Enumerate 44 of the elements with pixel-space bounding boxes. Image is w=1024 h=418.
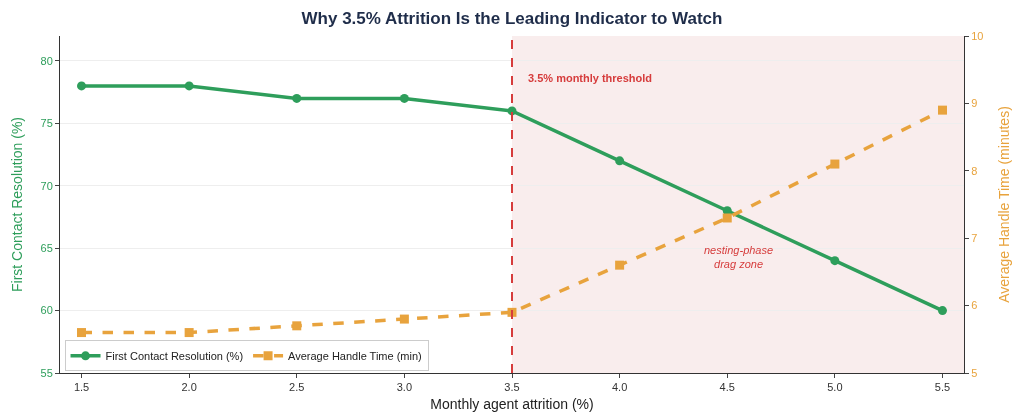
point (937, 105, 947, 115)
y-tick-label: 75 (40, 117, 53, 130)
y-tick-label: 80 (40, 54, 53, 67)
point (399, 314, 409, 324)
point (77, 328, 87, 338)
x-axis-title: Monthly agent attrition (%) (430, 395, 594, 412)
band-label: nesting-phase drag zone (704, 244, 774, 271)
y2-tick-label: 8 (971, 164, 978, 177)
x-tick-label: 2.5 (289, 381, 305, 394)
y2-tick-label: 9 (971, 97, 978, 110)
point (830, 256, 840, 266)
point (937, 306, 947, 316)
y-tick-label: 65 (40, 242, 53, 255)
point (399, 93, 409, 103)
y2-axis-title: Average Handle Time (minutes) (996, 106, 1012, 303)
x-tick-label: 5.5 (934, 381, 951, 394)
x-tick-label: 4.0 (611, 381, 628, 394)
x-tick-label: 2.0 (181, 381, 197, 394)
x-tick-label: 5.0 (827, 381, 843, 394)
y2-tick-label: 5 (971, 366, 978, 379)
y2-tick-label: 6 (971, 299, 978, 312)
point (615, 156, 625, 166)
legend-label: Average Handle Time (min) (288, 350, 422, 363)
y2-tick-label: 7 (971, 232, 978, 245)
x-tick-label: 4.5 (719, 381, 735, 394)
x-tick-label: 1.5 (73, 381, 90, 394)
ref-line-label: 3.5% monthly threshold (528, 72, 653, 84)
y-axis-title: First Contact Resolution (%) (9, 116, 25, 293)
y-tick-label: 55 (40, 366, 53, 379)
point (77, 81, 87, 91)
point (830, 159, 840, 169)
point (722, 213, 732, 223)
point (292, 321, 302, 331)
x-tick-label: 3.5 (504, 381, 520, 394)
point (615, 260, 625, 270)
point (184, 328, 194, 338)
chart-title: Why 3.5% Attrition Is the Leading Indicator to Watch (301, 9, 723, 29)
point (184, 81, 194, 91)
x-tick-label: 3.0 (396, 381, 413, 394)
point (292, 93, 302, 103)
y2-tick-label: 10 (971, 29, 984, 42)
y-tick-label: 60 (40, 304, 53, 317)
y-tick-label: 70 (40, 179, 53, 192)
legend-label: First Contact Resolution (%) (105, 350, 244, 363)
